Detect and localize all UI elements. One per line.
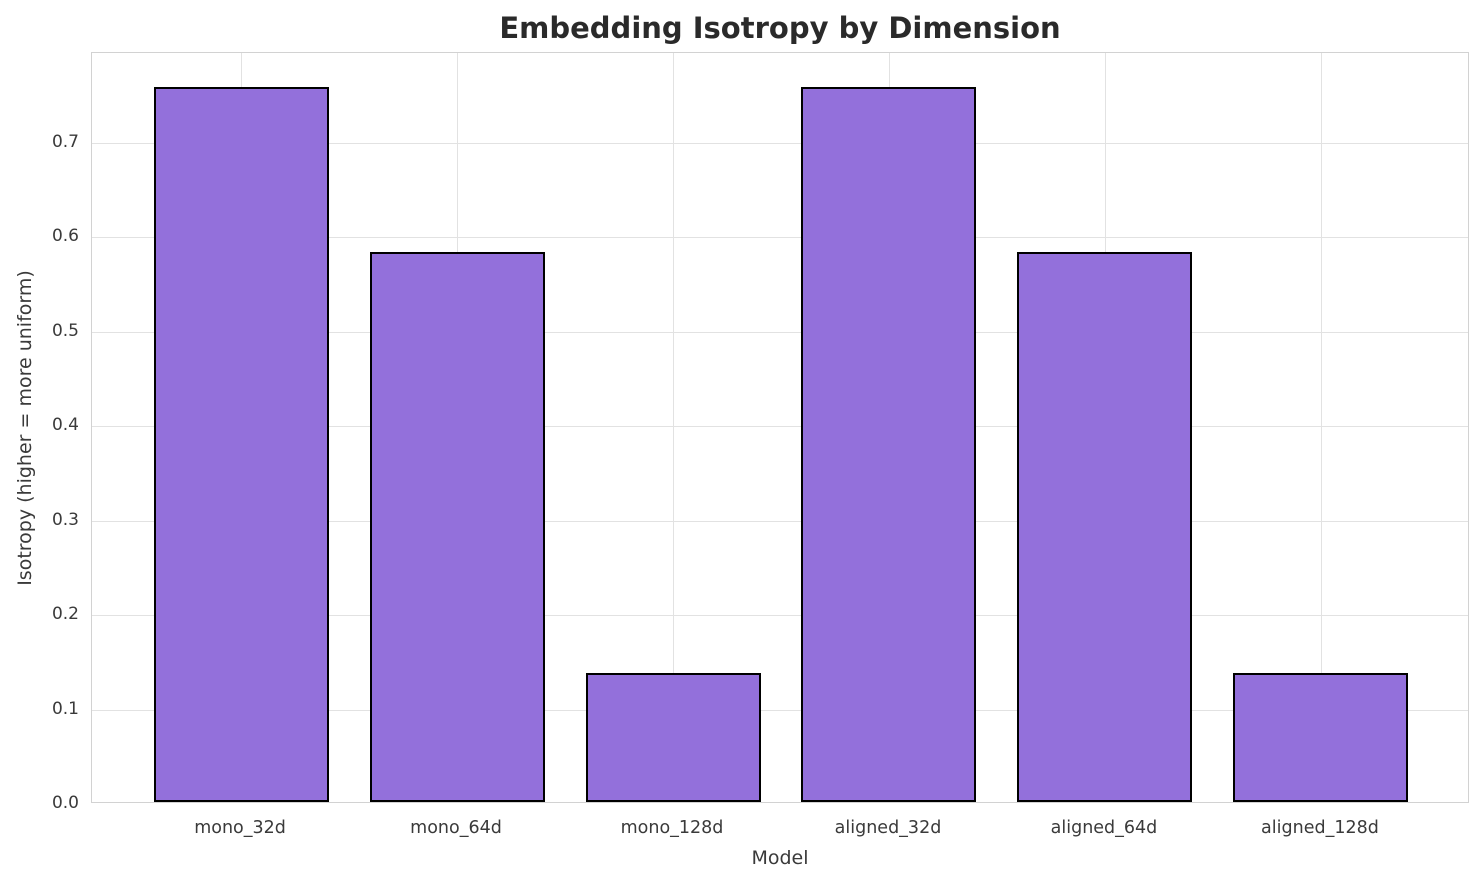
gridline-y-0.2 <box>92 615 1468 617</box>
y-tick-label-0.2: 0.2 <box>51 604 79 625</box>
x-tick-label-mono_64d: mono_64d <box>410 818 502 838</box>
y-tick-label-0.0: 0.0 <box>51 793 79 813</box>
bar-aligned_64d <box>1017 252 1192 802</box>
gridline-y-0.4 <box>92 426 1468 428</box>
x-tick-label-mono_128d: mono_128d <box>620 818 724 838</box>
x-tick-label-aligned_32d: aligned_32d <box>834 818 942 838</box>
y-tick-label-0.3: 0.3 <box>51 509 79 530</box>
x-tick-label-aligned_64d: aligned_64d <box>1050 818 1158 838</box>
gridline-y-0.5 <box>92 331 1468 333</box>
bar-aligned_32d <box>801 87 976 802</box>
gridline-y-0.7 <box>92 142 1468 144</box>
gridline-x-aligned_128d <box>1320 53 1322 802</box>
gridline-y-0.6 <box>92 237 1468 239</box>
y-tick-label-0.4: 0.4 <box>51 415 79 436</box>
y-tick-label-0.5: 0.5 <box>51 320 79 341</box>
y-tick-label-0.7: 0.7 <box>51 131 79 152</box>
bar-mono_128d <box>586 673 761 802</box>
x-tick-label-aligned_128d: aligned_128d <box>1261 818 1379 838</box>
gridline-y-0.1 <box>92 709 1468 711</box>
plot-area <box>91 52 1469 803</box>
gridline-x-mono_128d <box>673 53 674 802</box>
bar-mono_64d <box>370 252 545 802</box>
y-tick-label-0.6: 0.6 <box>51 226 79 247</box>
bar-mono_32d <box>154 87 329 802</box>
x-axis-label: Model <box>751 847 809 869</box>
y-tick-label-0.1: 0.1 <box>51 698 79 719</box>
bar-aligned_128d <box>1233 673 1408 802</box>
chart-title: Embedding Isotropy by Dimension <box>499 11 1061 45</box>
x-tick-label-mono_32d: mono_32d <box>194 818 286 838</box>
y-axis-label: Isotropy (higher = more uniform) <box>14 270 36 586</box>
gridline-y-0.3 <box>92 520 1468 522</box>
